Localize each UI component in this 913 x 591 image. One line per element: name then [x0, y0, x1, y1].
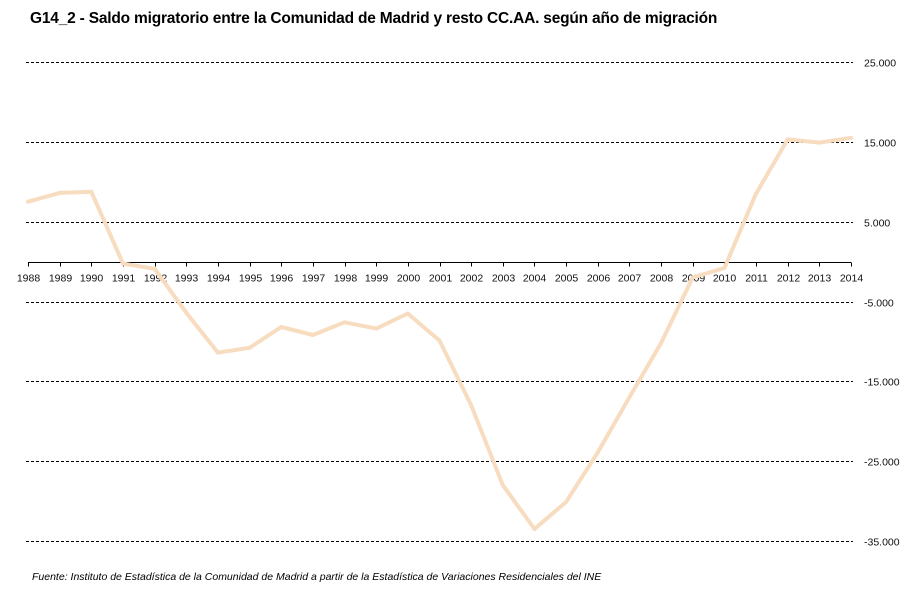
data-point-2006	[595, 450, 600, 455]
data-point-2007	[627, 395, 632, 400]
x-tick-label: 1991	[112, 273, 136, 285]
data-point-1995	[247, 345, 252, 350]
data-point-1999	[374, 326, 379, 331]
data-point-2008	[659, 341, 664, 346]
data-point-1992	[152, 266, 157, 271]
data-point-2003	[500, 483, 505, 488]
x-tick-label: 2000	[397, 273, 421, 285]
x-tick-label: 2005	[555, 273, 579, 285]
y-tick-label: 15.000	[864, 138, 896, 150]
y-tick-label: -35.000	[864, 537, 900, 549]
y-tick-label: 5.000	[864, 218, 890, 230]
x-tick-label: 1996	[270, 273, 294, 285]
data-point-1993	[184, 310, 189, 315]
x-tick-label: 2003	[492, 273, 516, 285]
y-tick-label: -15.000	[864, 377, 900, 389]
data-point-2001	[437, 338, 442, 343]
series-line	[27, 135, 852, 531]
data-point-1997	[310, 333, 315, 338]
x-tick-label: 2010	[713, 273, 737, 285]
y-tick-label: -5.000	[864, 298, 894, 310]
y-tick-label: 25.000	[864, 58, 896, 70]
data-point-1989	[57, 190, 62, 195]
x-tick-label: 2014	[840, 273, 864, 285]
data-point-2012	[785, 137, 790, 142]
data-point-2014	[849, 135, 853, 140]
data-point-1994	[215, 350, 220, 355]
data-point-2000	[405, 311, 410, 316]
x-tick-label: 1993	[175, 273, 199, 285]
data-point-1991	[120, 261, 125, 266]
x-tick-label: 2002	[460, 273, 484, 285]
x-tick-label: 2006	[587, 273, 611, 285]
x-tick-label: 1998	[334, 273, 358, 285]
data-point-2004	[532, 527, 537, 532]
x-tick-label: 2012	[777, 273, 801, 285]
data-point-2010	[722, 265, 727, 270]
data-point-1998	[342, 320, 347, 325]
data-point-2013	[817, 140, 822, 145]
chart-title: G14_2 - Saldo migratorio entre la Comuni…	[30, 10, 718, 27]
x-tick-label: 1990	[80, 273, 104, 285]
x-tick-label: 1997	[302, 273, 326, 285]
x-tick-label: 1994	[207, 273, 231, 285]
x-tick-label: 2007	[618, 273, 642, 285]
data-point-1996	[279, 325, 284, 330]
source-note: Fuente: Instituto de Estadística de la C…	[32, 571, 602, 583]
data-point-2005	[564, 499, 569, 504]
y-tick-label: -25.000	[864, 457, 900, 469]
x-tick-label: 2011	[745, 273, 768, 285]
x-tick-label: 1989	[49, 273, 73, 285]
data-point-2009	[690, 275, 695, 280]
x-tick-label: 2001	[429, 273, 453, 285]
x-tick-label: 1999	[365, 273, 389, 285]
x-tick-label: 2013	[808, 273, 832, 285]
x-tick-label: 2008	[650, 273, 674, 285]
data-point-2002	[469, 403, 474, 408]
data-point-2011	[754, 191, 759, 196]
x-tick-label: 1995	[239, 273, 263, 285]
x-tick-label: 1988	[17, 273, 41, 285]
data-point-1990	[89, 189, 94, 194]
data-point-1988	[26, 199, 30, 204]
x-tick-label: 2004	[523, 273, 547, 285]
